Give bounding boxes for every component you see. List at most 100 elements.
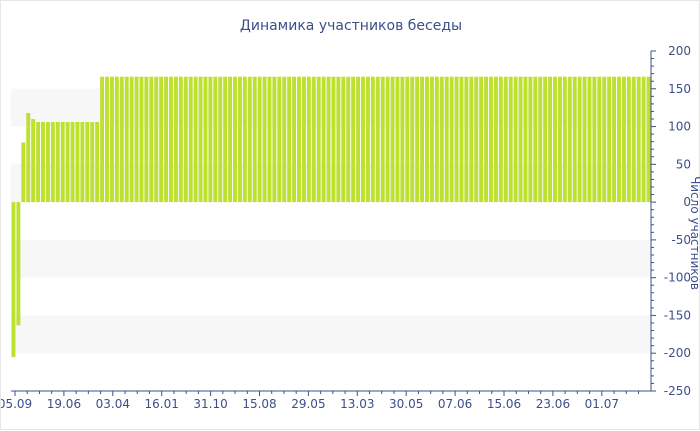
- bar: [60, 122, 65, 203]
- y-tick-label: 100: [668, 120, 691, 134]
- bar: [493, 76, 498, 203]
- bar: [247, 76, 252, 203]
- bar: [287, 76, 292, 203]
- bar: [449, 76, 454, 203]
- bar: [21, 142, 26, 203]
- x-tick-label: 13.03: [340, 397, 374, 411]
- bar: [562, 76, 567, 203]
- bar: [90, 122, 95, 203]
- bar: [31, 119, 36, 203]
- bar: [528, 76, 533, 203]
- bar: [484, 76, 489, 203]
- bar: [513, 76, 518, 203]
- bar: [85, 122, 90, 203]
- bar: [178, 76, 183, 203]
- bar: [577, 76, 582, 203]
- bar: [169, 76, 173, 203]
- bar: [592, 76, 597, 203]
- bar: [95, 122, 100, 203]
- bar: [70, 122, 75, 203]
- y-tick-label: 150: [668, 82, 691, 96]
- y-tick-label: -50: [671, 233, 691, 247]
- y-tick-label: 0: [683, 195, 691, 209]
- bar: [119, 76, 124, 203]
- x-tick-label: 16.01: [145, 397, 179, 411]
- bar: [36, 122, 41, 203]
- bar: [164, 76, 169, 203]
- bar: [498, 76, 503, 203]
- bar: [257, 76, 262, 203]
- bar: [425, 76, 429, 203]
- bar: [326, 76, 331, 203]
- bar: [129, 76, 134, 203]
- bar: [415, 76, 420, 203]
- bar: [188, 76, 193, 203]
- x-tick-label: 01.07: [585, 397, 619, 411]
- x-tick-label: 23.06: [536, 397, 570, 411]
- bar: [557, 76, 562, 203]
- bar: [134, 76, 139, 203]
- bar: [602, 76, 607, 203]
- bar: [105, 76, 109, 203]
- x-tick-label: 15.06: [487, 397, 521, 411]
- bar: [223, 76, 228, 203]
- bar: [439, 76, 444, 203]
- bar: [183, 76, 188, 203]
- bar: [228, 76, 233, 203]
- bar: [631, 76, 636, 203]
- bar: [523, 76, 528, 203]
- bar: [80, 122, 85, 203]
- bar: [233, 76, 237, 203]
- bar: [292, 76, 297, 203]
- y-tick-label: -100: [664, 271, 691, 285]
- y-tick-label: 200: [668, 44, 691, 58]
- bar: [464, 76, 469, 203]
- bar: [65, 122, 70, 203]
- bar: [538, 76, 543, 203]
- bar: [149, 76, 154, 203]
- bar: [114, 76, 119, 203]
- bar: [543, 76, 548, 203]
- bar: [297, 76, 301, 203]
- bar: [124, 76, 129, 203]
- y-tick-label: 50: [676, 157, 691, 171]
- bar: [479, 76, 484, 203]
- bar: [252, 76, 257, 203]
- bar: [582, 76, 587, 203]
- bar: [11, 202, 16, 357]
- bar: [193, 76, 198, 203]
- bar: [321, 76, 326, 203]
- grid-band: [11, 239, 651, 278]
- bar: [612, 76, 617, 203]
- grid-band: [11, 315, 651, 354]
- bar: [336, 76, 341, 203]
- bar: [16, 202, 21, 326]
- bar: [361, 76, 365, 203]
- bar: [617, 76, 621, 203]
- bar: [365, 76, 370, 203]
- bar: [306, 76, 311, 203]
- x-tick-label: 29.05: [291, 397, 325, 411]
- bar: [159, 76, 164, 203]
- bar: [316, 76, 321, 203]
- bar: [55, 122, 60, 203]
- y-axis-label: Число участников: [688, 176, 700, 290]
- bar: [553, 76, 557, 203]
- bar: [646, 76, 651, 203]
- bar: [277, 76, 282, 203]
- bar: [607, 76, 612, 203]
- bar: [213, 76, 218, 203]
- bar: [621, 76, 626, 203]
- bar: [75, 122, 80, 203]
- bar: [109, 76, 114, 203]
- bar: [459, 76, 464, 203]
- bar: [208, 76, 213, 203]
- bar: [311, 76, 316, 203]
- bar: [503, 76, 508, 203]
- bar: [370, 76, 375, 203]
- bar: [410, 76, 415, 203]
- bar: [218, 76, 223, 203]
- bar: [203, 76, 208, 203]
- bar: [567, 76, 572, 203]
